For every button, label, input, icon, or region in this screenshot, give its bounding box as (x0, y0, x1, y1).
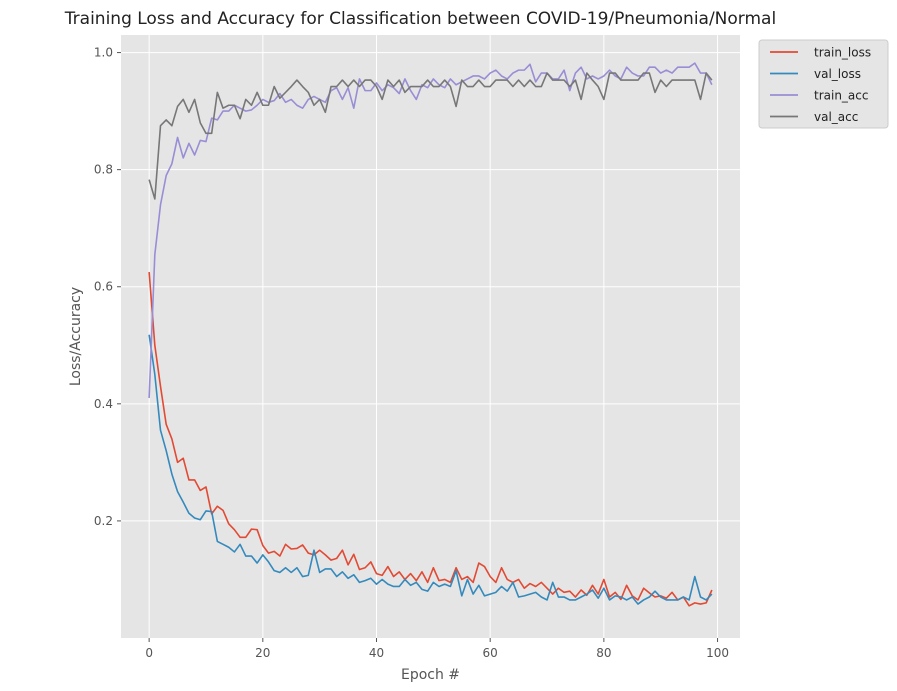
series-layer (148, 62, 713, 607)
x-tick-label: 80 (596, 646, 611, 660)
y-tick-label: 0.4 (94, 397, 113, 411)
x-tick-label: 0 (145, 646, 153, 660)
y-tick-label: 0.8 (94, 163, 113, 177)
series-line-val_acc (148, 72, 713, 200)
legend-label: val_acc (814, 110, 858, 124)
x-axis-label: Epoch # (401, 667, 460, 683)
y-tick-label: 0.6 (94, 280, 113, 294)
x-tick-label: 20 (255, 646, 270, 660)
legend-label: train_acc (814, 89, 868, 103)
legend-box (758, 39, 889, 129)
plot-background (121, 35, 740, 638)
legend: train_loss val_loss train_acc val_acc (758, 39, 889, 129)
series-line-val_loss (148, 334, 713, 605)
ticks: 0 20 40 60 80 100 0.2 0.4 0.6 0.8 1.0 (94, 46, 729, 660)
y-tick-label: 0.2 (94, 514, 113, 528)
x-tick-label: 40 (369, 646, 384, 660)
y-axis-label: Loss/Accuracy (68, 287, 84, 386)
grid (121, 35, 740, 638)
x-tick-label: 100 (706, 646, 729, 660)
chart-title: Training Loss and Accuracy for Classific… (64, 9, 776, 29)
x-tick-label: 60 (483, 646, 498, 660)
legend-label: val_loss (814, 67, 861, 81)
legend-label: train_loss (814, 46, 871, 60)
y-tick-label: 1.0 (94, 46, 113, 60)
